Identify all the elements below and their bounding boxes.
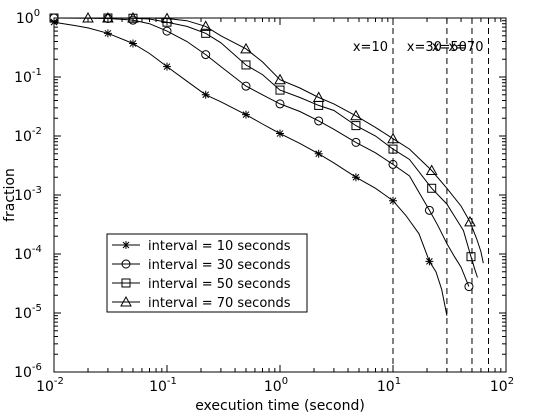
vertical-line-label: x=50 bbox=[432, 40, 467, 55]
data-point bbox=[312, 91, 325, 102]
legend-marker bbox=[122, 241, 130, 249]
x-tick-label: 101 bbox=[377, 376, 401, 395]
legend-entry: interval = 50 seconds bbox=[112, 277, 291, 292]
data-point bbox=[275, 99, 285, 109]
series-group bbox=[49, 11, 484, 316]
data-point bbox=[240, 42, 252, 54]
x-tick-label: 100 bbox=[264, 376, 288, 395]
data-point bbox=[351, 173, 360, 182]
legend-label: interval = 50 seconds bbox=[148, 277, 291, 292]
y-tick-label: 100 bbox=[16, 8, 40, 27]
x-tick-label: 10-2 bbox=[36, 376, 64, 395]
data-point bbox=[201, 50, 211, 60]
data-point bbox=[128, 39, 137, 48]
y-tick-label: 10-3 bbox=[14, 185, 42, 204]
data-point bbox=[387, 132, 399, 144]
legend-marker bbox=[120, 295, 132, 307]
data-point bbox=[49, 13, 59, 23]
data-point bbox=[241, 81, 251, 91]
vertical-reference-lines: x=10 x=30x=50x=70 bbox=[353, 18, 489, 372]
legend-marker bbox=[121, 278, 131, 288]
data-point bbox=[102, 11, 114, 23]
data-point bbox=[163, 62, 171, 71]
legend-label: interval = 70 seconds bbox=[148, 296, 291, 311]
data-point bbox=[314, 149, 323, 158]
series-1 bbox=[50, 18, 448, 316]
x-tick-label: 102 bbox=[490, 376, 514, 395]
axis-ticks bbox=[53, 17, 507, 373]
data-point bbox=[388, 159, 398, 169]
data-point bbox=[276, 129, 284, 138]
legend-entry: interval = 10 seconds bbox=[112, 239, 291, 254]
legend-label: interval = 30 seconds bbox=[148, 258, 291, 273]
data-point bbox=[241, 60, 251, 70]
data-point bbox=[425, 164, 438, 176]
y-tick-label: 10-5 bbox=[14, 303, 42, 322]
legend-marker bbox=[121, 259, 131, 269]
legend-entry: interval = 70 seconds bbox=[112, 295, 291, 311]
axis-tick-labels: 10-2 10-1 100 101 102 100 10-1 10-2 10-3 10-4 10-5… bbox=[14, 8, 514, 395]
data-point bbox=[424, 205, 434, 215]
data-point bbox=[161, 12, 173, 24]
series-4 bbox=[82, 11, 484, 264]
data-point bbox=[103, 29, 112, 38]
series-line bbox=[53, 17, 470, 287]
data-point bbox=[162, 26, 172, 36]
legend-box bbox=[106, 233, 308, 313]
data-point bbox=[464, 282, 474, 292]
y-tick-label: 10-1 bbox=[14, 67, 42, 86]
data-point bbox=[425, 257, 434, 266]
y-tick-label: 10-2 bbox=[14, 126, 42, 145]
data-point bbox=[388, 144, 398, 154]
y-tick-label: 10-6 bbox=[14, 362, 42, 381]
data-point bbox=[466, 252, 476, 262]
data-point bbox=[241, 110, 250, 119]
data-point bbox=[351, 137, 361, 147]
data-point bbox=[201, 28, 211, 38]
data-point bbox=[351, 121, 361, 131]
legend-entry: interval = 30 seconds bbox=[112, 258, 291, 273]
data-point bbox=[275, 85, 285, 95]
plot-area bbox=[53, 17, 507, 373]
vertical-line-label: x=30 bbox=[407, 40, 442, 55]
series-2 bbox=[49, 13, 474, 292]
data-point bbox=[82, 11, 94, 23]
data-point bbox=[201, 90, 210, 99]
vertical-line-label: x=10 bbox=[353, 40, 388, 55]
data-point bbox=[350, 109, 362, 121]
x-axis-title: execution time (second) bbox=[195, 398, 365, 414]
data-point bbox=[389, 196, 397, 205]
data-point bbox=[199, 20, 212, 31]
y-tick-label: 10-4 bbox=[14, 244, 42, 263]
x-tick-label: 10-1 bbox=[149, 376, 177, 395]
vertical-line-label: x=70 bbox=[448, 40, 483, 55]
series-line bbox=[88, 17, 484, 264]
data-point bbox=[314, 116, 324, 126]
legend: interval = 10 seconds interval = 30 secon… bbox=[106, 233, 308, 313]
data-point bbox=[427, 183, 437, 193]
data-point bbox=[464, 215, 476, 227]
y-axis-title: fraction bbox=[2, 168, 18, 222]
data-point bbox=[127, 11, 139, 23]
legend-label: interval = 10 seconds bbox=[148, 239, 291, 254]
data-point bbox=[274, 73, 286, 85]
